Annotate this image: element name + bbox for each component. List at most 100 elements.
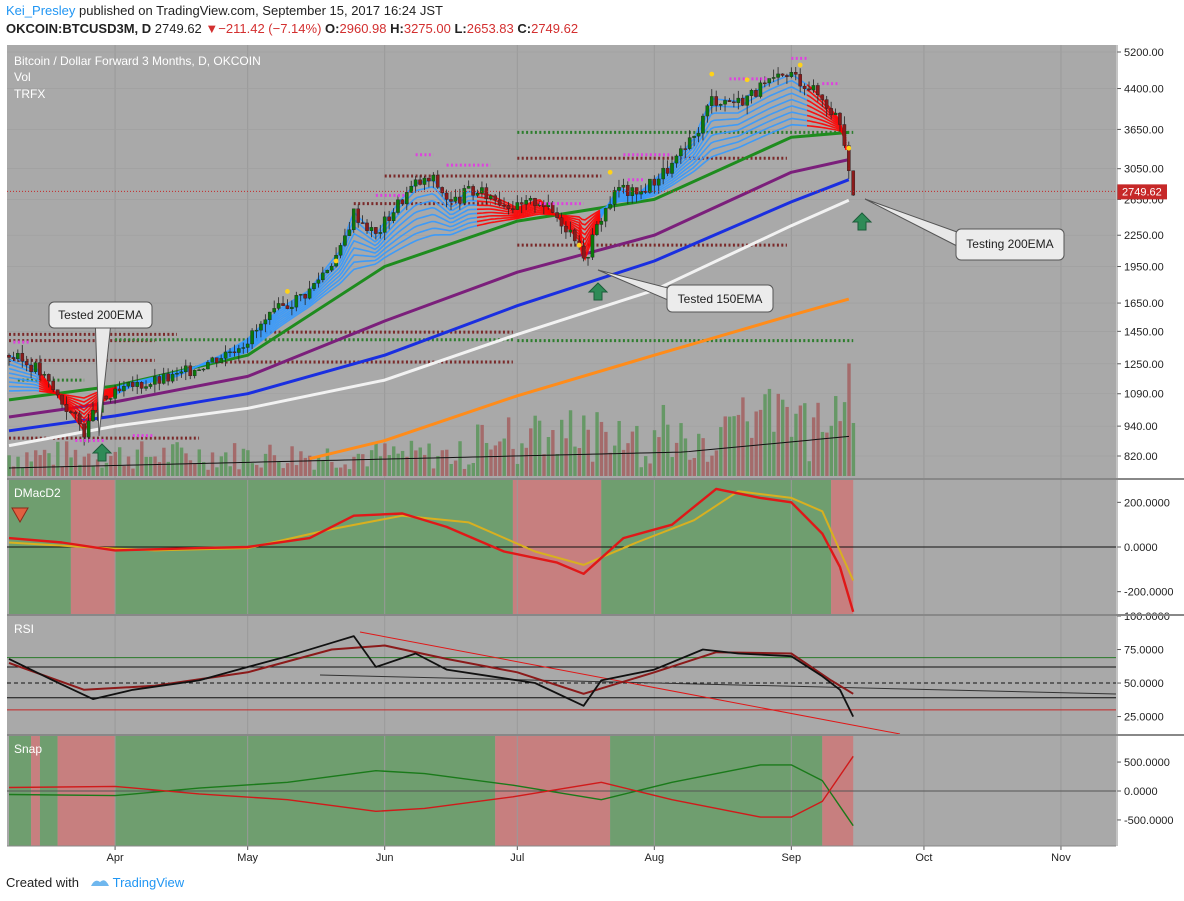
volume-bar bbox=[502, 438, 506, 476]
ribbon-line bbox=[8, 372, 40, 382]
volume-bar bbox=[577, 448, 582, 476]
tradingview-logo-icon[interactable] bbox=[89, 876, 111, 891]
candle-body bbox=[166, 373, 170, 382]
candle-body bbox=[69, 411, 73, 413]
volume-ma-line bbox=[8, 435, 850, 469]
dmacd-tick-label: 200.0000 bbox=[1124, 497, 1170, 509]
volume-bar bbox=[87, 453, 91, 476]
open-label: O: bbox=[325, 21, 340, 36]
volume-bar bbox=[767, 388, 772, 476]
candle-body bbox=[405, 192, 409, 205]
volume-bar bbox=[277, 461, 281, 476]
volume-bar bbox=[91, 465, 95, 476]
volume-bar bbox=[750, 437, 754, 476]
candle-body bbox=[378, 232, 383, 234]
volume-bar bbox=[772, 431, 776, 476]
dmacd-tick-label: -200.0000 bbox=[1124, 587, 1174, 599]
volume-bar bbox=[144, 456, 148, 476]
volume-bar bbox=[131, 468, 135, 476]
price-tick-label: 2250.00 bbox=[1124, 230, 1164, 242]
volume-bar bbox=[224, 452, 228, 476]
volume-bar bbox=[542, 454, 546, 476]
candle-body bbox=[228, 351, 232, 354]
signal-dot bbox=[709, 71, 715, 77]
snap-bear-line bbox=[8, 755, 854, 818]
callout-text: Tested 150EMA bbox=[678, 292, 763, 306]
candle-body bbox=[42, 374, 47, 376]
ribbon-line bbox=[8, 363, 40, 377]
candle-body bbox=[648, 178, 652, 193]
down-triangle-icon: ▼ bbox=[205, 21, 219, 36]
volume-bar bbox=[405, 456, 409, 476]
candle-body bbox=[564, 225, 568, 233]
volume-bar bbox=[741, 397, 745, 476]
candle-body bbox=[559, 217, 564, 227]
candle-body bbox=[298, 293, 303, 296]
volume-bar bbox=[56, 441, 60, 476]
volume-bar bbox=[422, 454, 427, 476]
candle-body bbox=[811, 85, 816, 91]
candle-body bbox=[528, 198, 533, 201]
candle-body bbox=[321, 272, 325, 281]
volume-bar bbox=[414, 450, 418, 476]
candle-body bbox=[480, 187, 484, 194]
candle-body bbox=[838, 112, 842, 125]
up-arrow-icon bbox=[851, 212, 873, 231]
candle-body bbox=[55, 389, 60, 396]
candle-body bbox=[325, 269, 330, 274]
candle-body bbox=[484, 187, 489, 200]
candle-body bbox=[736, 97, 741, 104]
candle-body bbox=[144, 386, 148, 389]
snap-tick-label: 0.0000 bbox=[1124, 786, 1158, 798]
signal-dot bbox=[576, 242, 582, 248]
rsi-tick-label: 50.0000 bbox=[1124, 678, 1164, 690]
volume-bar bbox=[533, 415, 537, 476]
volume-bar bbox=[520, 443, 524, 476]
volume-bar bbox=[100, 467, 104, 476]
volume-bar bbox=[20, 467, 25, 476]
volume-bar bbox=[153, 456, 157, 476]
high-value: 3275.00 bbox=[403, 21, 451, 36]
volume-bar bbox=[617, 420, 621, 476]
volume-bar bbox=[228, 466, 232, 476]
created-with-label: Created with bbox=[6, 875, 79, 890]
candle-body bbox=[104, 395, 109, 400]
volume-bar bbox=[219, 456, 224, 476]
x-tick-label-nov: Nov bbox=[1051, 852, 1071, 864]
low-value: 2653.83 bbox=[466, 21, 514, 36]
candle-body bbox=[237, 348, 241, 353]
volume-bar bbox=[387, 455, 392, 476]
tradingview-link[interactable]: TradingView bbox=[112, 875, 185, 890]
candle-body bbox=[581, 245, 586, 259]
volume-bar bbox=[564, 438, 568, 476]
candle-body bbox=[776, 73, 780, 78]
candle-body bbox=[192, 369, 197, 377]
ribbon-line bbox=[476, 210, 601, 226]
volume-bar bbox=[829, 425, 834, 476]
candle-body bbox=[241, 347, 246, 349]
volume-bar bbox=[745, 421, 750, 476]
candle-body bbox=[135, 382, 139, 387]
ema-line-orange bbox=[309, 297, 850, 461]
price-chart-title: Bitcoin / Dollar Forward 3 Months, D, OK… bbox=[14, 54, 261, 68]
candle-body bbox=[175, 373, 179, 375]
price-tick-label: 1450.00 bbox=[1124, 326, 1164, 338]
candle-body bbox=[656, 178, 661, 186]
candle-body bbox=[626, 184, 630, 196]
candle-body bbox=[511, 208, 515, 210]
author-link[interactable]: Kei_Presley bbox=[6, 3, 76, 18]
volume-bar bbox=[688, 459, 692, 476]
up-arrow-icon bbox=[587, 282, 609, 301]
candle-body bbox=[108, 398, 113, 400]
volume-bar bbox=[162, 447, 166, 476]
volume-bar bbox=[506, 417, 511, 476]
price-tick-label: 3650.00 bbox=[1124, 124, 1164, 136]
candle-body bbox=[758, 82, 763, 97]
ribbon-line bbox=[599, 123, 808, 211]
volume-bar bbox=[803, 403, 807, 476]
volume-bar bbox=[268, 444, 272, 476]
volume-bar bbox=[396, 453, 400, 476]
volume-bar bbox=[418, 447, 422, 476]
candle-body bbox=[824, 99, 829, 109]
